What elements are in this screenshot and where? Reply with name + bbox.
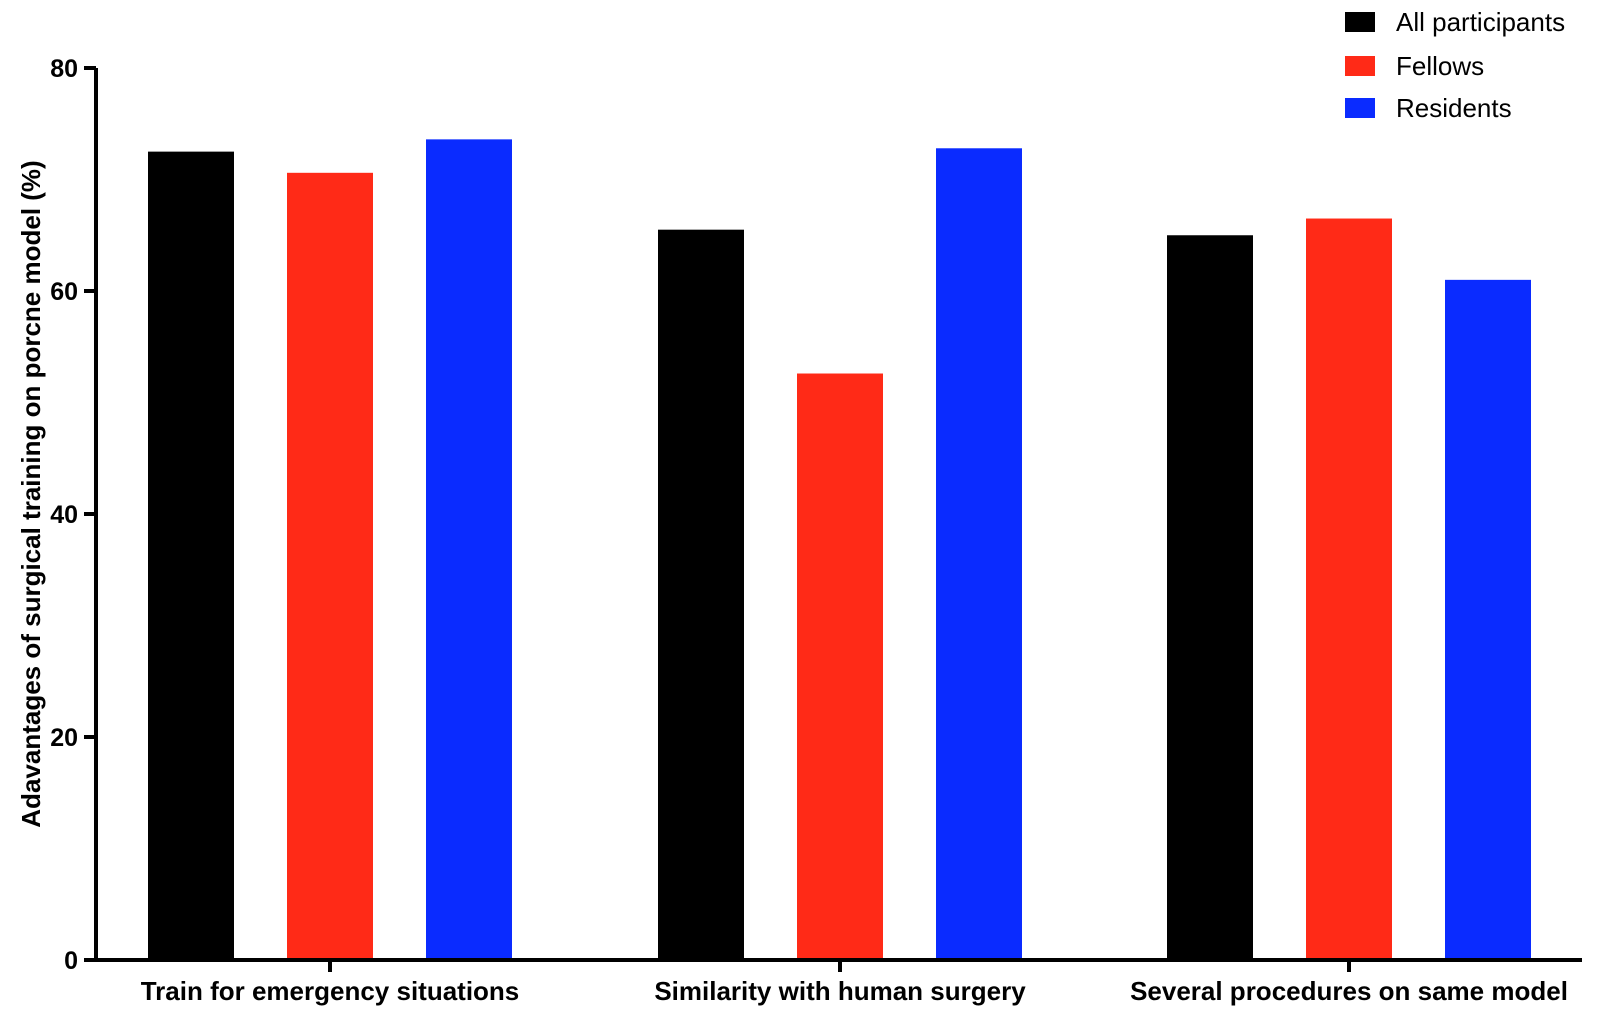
bars-group	[148, 139, 1531, 961]
y-tick-label: 20	[50, 724, 78, 752]
legend-label: All participants	[1396, 7, 1565, 37]
y-tick-label: 80	[50, 55, 78, 83]
x-tick-label: Several procedures on same model	[1130, 976, 1568, 1006]
bar-2-2	[797, 373, 883, 960]
bar-1-1	[148, 151, 234, 960]
bar-1-2	[287, 172, 373, 960]
bar-3-2	[1306, 218, 1392, 960]
legend-label: Residents	[1396, 93, 1512, 123]
y-tick-label: 60	[50, 278, 78, 306]
bar-2-3	[936, 148, 1022, 960]
x-tick-label: Similarity with human surgery	[654, 976, 1026, 1006]
legend-swatch	[1345, 56, 1375, 76]
y-axis-label: Adavantages of surgical training on porc…	[16, 160, 46, 827]
legend-swatch	[1345, 98, 1375, 118]
bar-3-3	[1445, 279, 1531, 961]
bar-2-1	[658, 229, 744, 961]
legend-swatch	[1345, 12, 1375, 32]
y-tick-label: 40	[50, 501, 78, 529]
bar-1-3	[426, 139, 512, 961]
y-tick-label: 0	[64, 947, 78, 975]
x-tick-label: Train for emergency situations	[141, 976, 520, 1006]
legend: All participants Fellows Residents	[1345, 7, 1565, 123]
legend-label: Fellows	[1396, 51, 1484, 81]
bar-3-1	[1167, 235, 1253, 960]
axes-group: 0 20 40 60 80 Train for emergency situations S…	[50, 55, 1582, 1006]
